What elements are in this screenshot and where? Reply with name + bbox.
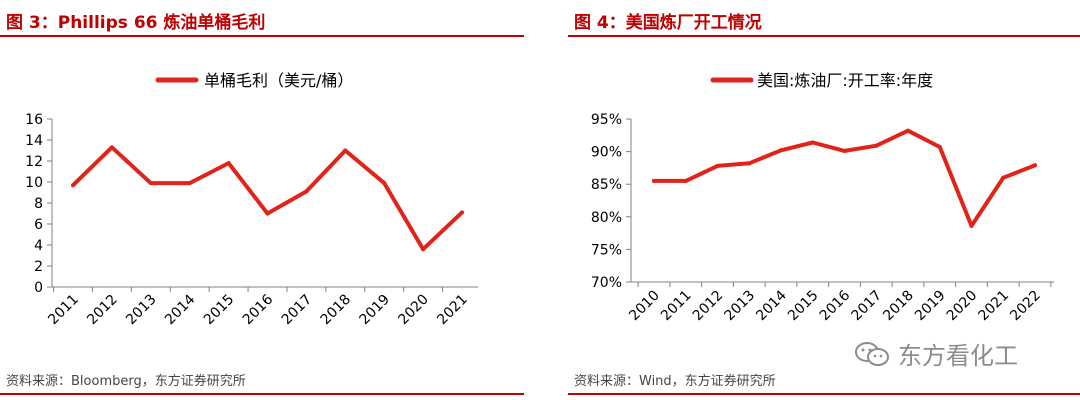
- y-tick-label: 80%: [591, 210, 622, 226]
- data-point: [937, 145, 942, 150]
- x-tick-label: 2013: [123, 292, 160, 329]
- wechat-icon: [855, 341, 889, 366]
- x-tick-label: 2015: [201, 292, 238, 329]
- data-point: [652, 178, 656, 183]
- y-tick-label: 14: [25, 133, 43, 149]
- y-tick-label: 16: [25, 112, 43, 128]
- series-line: [71, 145, 464, 252]
- figure-4-title: 图 4：美国炼厂开工情况: [574, 13, 762, 33]
- data-point: [1033, 163, 1037, 168]
- x-tick-label: 2013: [722, 288, 759, 325]
- series-line: [652, 128, 1037, 228]
- x-tick-label: 2014: [162, 291, 199, 328]
- figure-4-title-rule: [568, 35, 1080, 37]
- data-point: [874, 143, 879, 148]
- figure-4-panel: 图 4：美国炼厂开工情况 美国:炼油厂:开工率:年度 70% 75% 80% 85% 90…: [568, 0, 1080, 400]
- watermark-text: 东方看化工: [898, 342, 1018, 370]
- data-point: [343, 148, 348, 153]
- x-tick-label: 2019: [912, 288, 949, 325]
- data-point: [304, 189, 309, 194]
- data-point: [715, 163, 720, 168]
- x-tick-label: 2014: [753, 287, 790, 324]
- figure-3-bottom-rule: [0, 393, 524, 395]
- data-point: [779, 148, 783, 153]
- y-tick-label: 75%: [591, 242, 622, 258]
- figure-3-title: 图 3：Phillips 66 炼油单桶毛利: [6, 13, 266, 33]
- x-tick-label: 2018: [318, 292, 355, 329]
- data-point: [265, 211, 270, 216]
- y-tick-label: 8: [34, 196, 43, 212]
- legend-label: 美国:炼油厂:开工率:年度: [757, 71, 933, 90]
- figure-4-bottom-rule: [568, 393, 1080, 395]
- y-tick-label: 70%: [591, 275, 622, 291]
- x-tick-label: 2015: [785, 288, 822, 325]
- figure-4-source: 资料来源：Wind，东方证券研究所: [574, 374, 776, 389]
- x-tick-label: 2022: [1007, 288, 1044, 325]
- data-point: [810, 140, 815, 145]
- y-tick-label: 90%: [591, 145, 622, 161]
- y-tick-label: 2: [34, 259, 43, 275]
- data-point: [382, 181, 387, 186]
- x-tick-label: 2012: [84, 292, 121, 329]
- figure-4-chart: 美国:炼油厂:开工率:年度70%75%80%85%90%95%201020112…: [591, 71, 1054, 325]
- y-tick-label: 0: [34, 280, 43, 296]
- x-tick-label: 2020: [944, 288, 981, 325]
- data-point: [842, 148, 847, 153]
- x-tick-label: 2010: [626, 288, 663, 325]
- figure-3-title-rule: [0, 35, 524, 37]
- x-tick-label: 2011: [658, 288, 695, 325]
- x-tick-label: 2020: [395, 292, 432, 329]
- x-tick-label: 2011: [45, 292, 82, 329]
- data-point: [1001, 175, 1006, 180]
- data-point: [71, 183, 75, 188]
- data-point: [969, 223, 974, 228]
- data-point: [421, 247, 426, 252]
- data-point: [187, 181, 192, 186]
- y-tick-label: 6: [34, 217, 43, 233]
- figure-3-source: 资料来源：Bloomberg，东方证券研究所: [6, 374, 246, 389]
- y-tick-label: 95%: [591, 112, 622, 128]
- data-point: [747, 161, 752, 166]
- x-tick-label: 2021: [976, 288, 1013, 325]
- y-tick-label: 10: [25, 175, 43, 191]
- y-tick-label: 85%: [591, 177, 622, 193]
- data-point: [460, 210, 464, 215]
- data-point: [906, 128, 910, 133]
- data-point: [148, 181, 153, 186]
- data-point: [226, 161, 231, 166]
- figure-3-panel: 图 3：Phillips 66 炼油单桶毛利 单桶毛利（美元/桶） 0 2 4 6 8 10…: [0, 0, 524, 400]
- data-point: [109, 145, 114, 150]
- data-point: [683, 178, 688, 183]
- legend-label: 单桶毛利（美元/桶）: [204, 71, 353, 90]
- x-tick-label: 2021: [434, 292, 471, 329]
- x-tick-label: 2012: [690, 288, 727, 325]
- watermark: 东方看化工: [854, 336, 1018, 371]
- x-tick-label: 2018: [880, 288, 917, 325]
- x-tick-label: 2017: [849, 288, 886, 325]
- x-tick-label: 2019: [357, 292, 394, 329]
- x-tick-label: 2017: [279, 292, 316, 329]
- y-tick-label: 4: [34, 238, 43, 254]
- x-tick-label: 2016: [817, 287, 854, 324]
- x-tick-label: 2016: [240, 291, 277, 328]
- y-tick-label: 12: [25, 154, 43, 170]
